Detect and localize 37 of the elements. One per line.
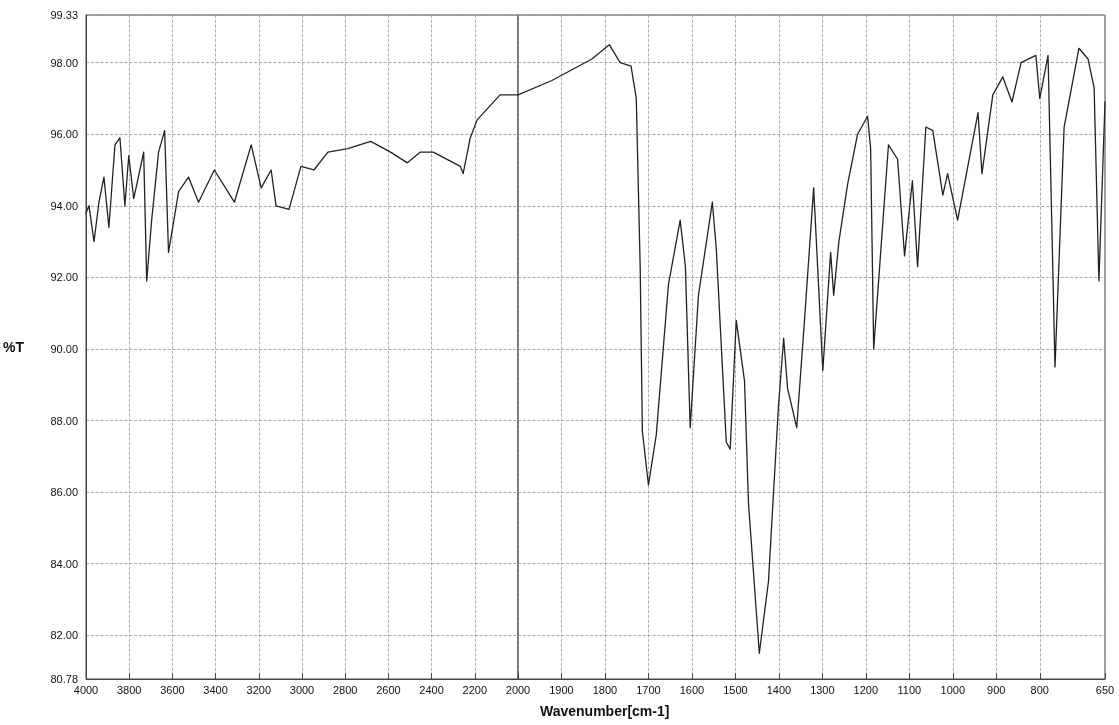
x-tick-label: 3400 bbox=[203, 683, 228, 696]
x-tick-label: 3800 bbox=[116, 683, 142, 696]
x-tick-label: 1300 bbox=[810, 683, 835, 696]
x-tick-label: 3200 bbox=[246, 683, 272, 696]
x-tick-label: 1500 bbox=[723, 683, 748, 696]
x-tick-label: 2200 bbox=[462, 683, 488, 696]
x-tick-label: 900 bbox=[987, 683, 1006, 696]
y-tick-label: 98.00 bbox=[50, 56, 78, 69]
x-tick-label: 4000 bbox=[73, 683, 99, 696]
x-tick-label: 2000 bbox=[505, 683, 531, 696]
y-tick-label: 88.00 bbox=[50, 414, 78, 427]
y-tick-label: 84.00 bbox=[50, 557, 78, 570]
y-tick-label: 99.33 bbox=[50, 9, 78, 21]
y-tick-label: 92.00 bbox=[50, 271, 78, 284]
x-tick-label: 1800 bbox=[592, 683, 618, 696]
x-tick-label: 650 bbox=[1095, 683, 1115, 696]
x-tick-label: 800 bbox=[1030, 683, 1049, 696]
y-axis-title: %T bbox=[3, 339, 25, 355]
y-tick-label: 90.00 bbox=[50, 342, 78, 355]
y-tick-label: 80.78 bbox=[50, 673, 78, 685]
x-tick-label: 2400 bbox=[419, 683, 444, 696]
x-tick-label: 1200 bbox=[853, 683, 879, 696]
x-tick-label: 1700 bbox=[636, 683, 661, 696]
x-tick-label: 3600 bbox=[160, 683, 185, 696]
y-tick-label: 82.00 bbox=[50, 629, 78, 642]
x-tick-label: 1400 bbox=[766, 683, 792, 696]
y-tick-label: 94.00 bbox=[50, 199, 78, 212]
y-tick-label: 86.00 bbox=[50, 486, 78, 499]
x-tick-label: 1900 bbox=[549, 683, 574, 696]
x-tick-label: 1000 bbox=[940, 683, 966, 696]
x-tick-label: 1600 bbox=[679, 683, 705, 696]
x-tick-label: 1100 bbox=[897, 683, 922, 696]
x-tick-label: 2800 bbox=[332, 683, 358, 696]
x-tick-label: 2600 bbox=[376, 683, 401, 696]
y-tick-label: 96.00 bbox=[50, 128, 78, 141]
x-axis-title: Wavenumber[cm-1] bbox=[540, 703, 670, 719]
x-tick-label: 3000 bbox=[289, 683, 315, 696]
